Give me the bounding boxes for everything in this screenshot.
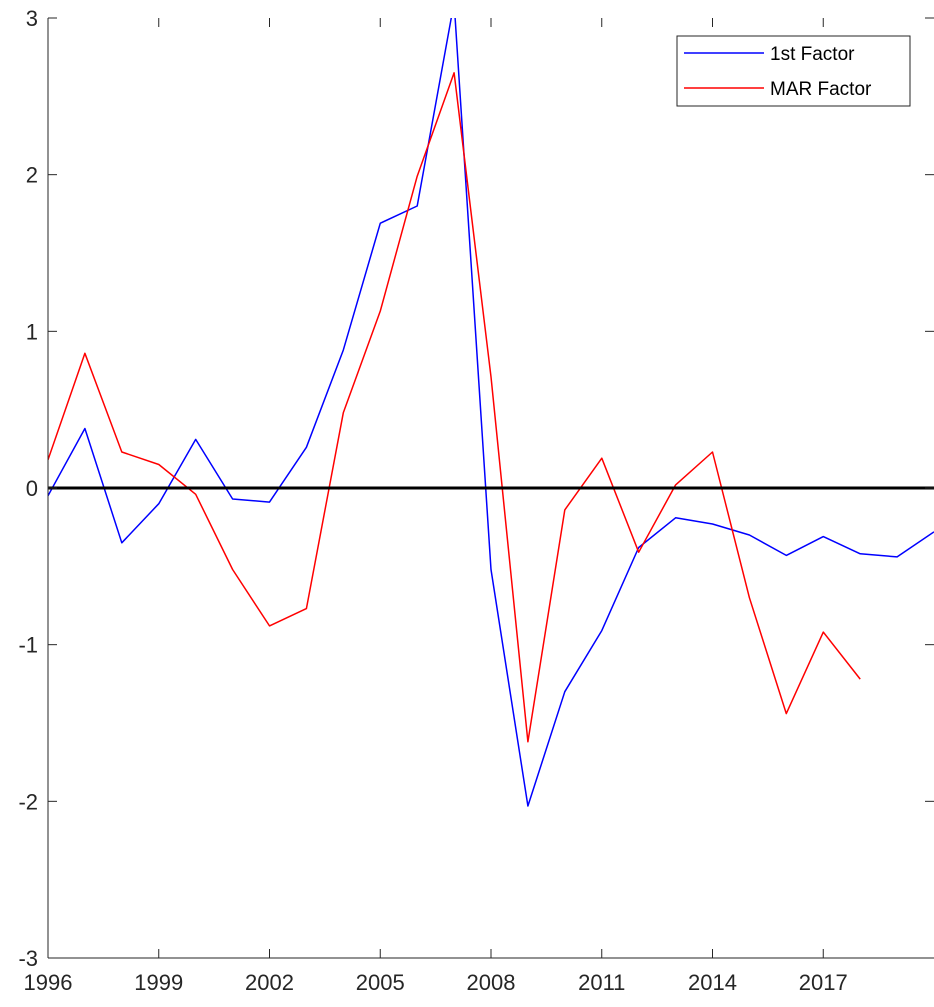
- legend-label-mar-factor: MAR Factor: [770, 79, 872, 100]
- y-tick-label: 3: [26, 6, 38, 31]
- y-tick-label: -3: [18, 946, 38, 971]
- series-layer: [48, 18, 934, 807]
- series-line-mar-factor: [48, 72, 861, 743]
- plot-area: -3 -2 -1 0 1 2 3 1996 1999 2002 2005 2008 2011 2014 20…: [18, 6, 934, 995]
- x-tick-label: 2002: [245, 970, 294, 995]
- x-tick-label: 2008: [467, 970, 516, 995]
- x-tick-label: 2005: [356, 970, 405, 995]
- x-tick-label: 1996: [24, 970, 73, 995]
- y-tick-label: -2: [18, 789, 38, 814]
- legend: 1st Factor MAR Factor: [676, 35, 911, 107]
- y-tick-label: 1: [26, 319, 38, 344]
- x-tick-label: 2014: [688, 970, 737, 995]
- x-tick-label: 2011: [578, 970, 625, 995]
- y-tick-label: -1: [18, 633, 38, 658]
- series-line-1st-factor: [48, 18, 934, 807]
- x-tick-label: 1999: [134, 970, 183, 995]
- y-tick-label: 2: [26, 163, 38, 188]
- y-tick-label: 0: [26, 476, 38, 501]
- x-tick-label: 2017: [799, 970, 848, 995]
- tick-labels: -3 -2 -1 0 1 2 3 1996 1999 2002 2005 2008 2011 2014 20…: [18, 6, 847, 995]
- axes: [47, 17, 934, 959]
- legend-box: [676, 35, 911, 107]
- legend-label-1st-factor: 1st Factor: [770, 44, 855, 65]
